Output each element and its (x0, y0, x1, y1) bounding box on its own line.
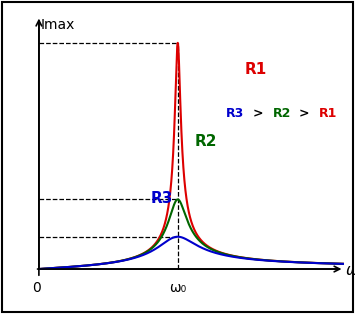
Text: >: > (299, 107, 310, 120)
Text: R3: R3 (151, 191, 173, 206)
Text: ω₀: ω₀ (169, 281, 186, 295)
Text: R3: R3 (226, 107, 244, 120)
Text: ω: ω (346, 263, 355, 278)
Text: R1: R1 (244, 62, 267, 78)
Text: Imax: Imax (41, 18, 75, 32)
Text: R2: R2 (195, 134, 217, 149)
Text: >: > (252, 107, 263, 120)
Text: R2: R2 (273, 107, 291, 120)
Text: 0: 0 (32, 281, 40, 295)
Text: R1: R1 (320, 107, 338, 120)
